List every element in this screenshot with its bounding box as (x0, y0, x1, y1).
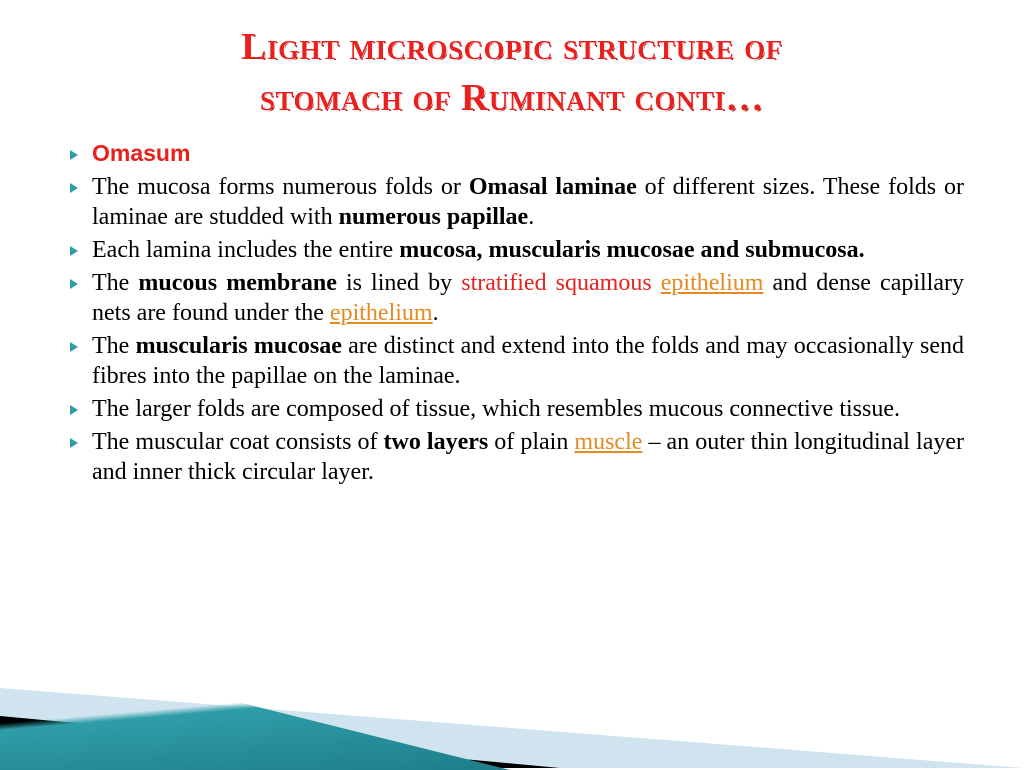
text-span: epithelium (661, 270, 764, 296)
list-item: The mucous membrane is lined by stratifi… (70, 268, 964, 328)
bullet-triangle-icon (70, 405, 78, 415)
text-span: stratified squamous (461, 270, 651, 296)
list-item: The muscularis mucosae are distinct and … (70, 331, 964, 391)
list-item: The muscular coat consists of two layers… (70, 427, 964, 487)
bullet-triangle-icon (70, 342, 78, 352)
bullet-text: The muscularis mucosae are distinct and … (92, 331, 964, 391)
bullet-text: The muscular coat consists of two layers… (92, 427, 964, 487)
bullet-triangle-icon (70, 183, 78, 193)
slide-title: Light microscopic structure of stomach o… (0, 0, 1024, 125)
text-span: The mucosa forms numerous folds or (92, 174, 469, 200)
text-span: The (92, 270, 138, 296)
text-span: two layers (384, 429, 489, 455)
bullet-triangle-icon (70, 279, 78, 289)
bullet-text: The larger folds are composed of tissue,… (92, 394, 964, 424)
text-span: . (433, 300, 439, 326)
bullet-text: Each lamina includes the entire mucosa, … (92, 235, 964, 265)
list-item: Omasum (70, 139, 964, 169)
list-item: The mucosa forms numerous folds or Omasa… (70, 172, 964, 232)
text-span: is lined by (337, 270, 461, 296)
text-span: The larger folds are composed of tissue,… (92, 396, 900, 422)
text-span: Omasum (92, 140, 190, 166)
text-span: Omasal laminae (469, 174, 637, 200)
text-span: mucosa, muscularis mucosae and submucosa… (399, 237, 864, 263)
text-span: The (92, 333, 136, 359)
text-span: mucous membrane (138, 270, 336, 296)
list-item: The larger folds are composed of tissue,… (70, 394, 964, 424)
bullet-triangle-icon (70, 246, 78, 256)
list-item: Each lamina includes the entire mucosa, … (70, 235, 964, 265)
bullet-list: Omasum The mucosa forms numerous folds or… (0, 125, 1024, 487)
bullet-text: The mucous membrane is lined by stratifi… (92, 268, 964, 328)
text-span: muscularis mucosae (136, 333, 342, 359)
text-span: The muscular coat consists of (92, 429, 384, 455)
text-span: muscle (574, 429, 642, 455)
title-line-1: Light microscopic structure of (241, 26, 782, 68)
text-span: of plain (488, 429, 574, 455)
text-span (652, 270, 661, 296)
text-span: Each lamina includes the entire (92, 237, 399, 263)
bullet-text: The mucosa forms numerous folds or Omasa… (92, 172, 964, 232)
bullet-triangle-icon (70, 150, 78, 160)
title-line-2: stomach of Ruminant conti… (260, 77, 764, 119)
bullet-triangle-icon (70, 438, 78, 448)
text-span: epithelium (330, 300, 433, 326)
bullet-text: Omasum (92, 139, 964, 169)
text-span: . (528, 204, 534, 230)
text-span: numerous papillae (339, 204, 529, 230)
